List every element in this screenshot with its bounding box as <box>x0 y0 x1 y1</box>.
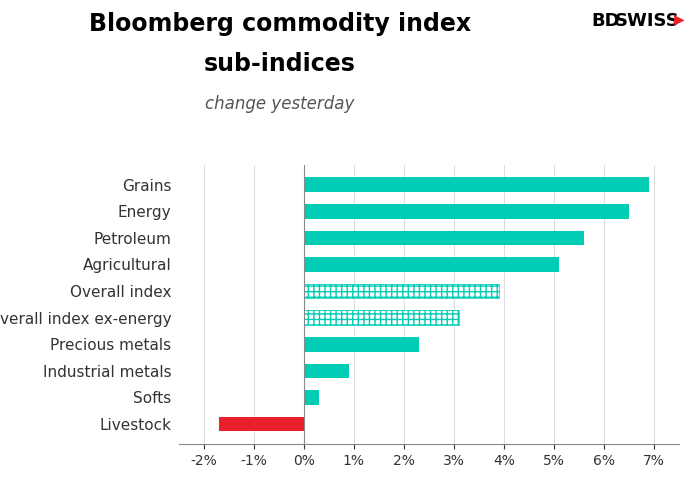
Bar <box>304 284 499 298</box>
Text: change yesterday: change yesterday <box>205 95 355 113</box>
Bar <box>304 390 318 405</box>
Bar <box>304 364 349 378</box>
Text: Bloomberg commodity index: Bloomberg commodity index <box>89 12 471 36</box>
Bar <box>304 231 584 245</box>
Text: ▶: ▶ <box>674 12 685 26</box>
Bar <box>304 310 458 325</box>
Bar <box>304 177 649 192</box>
Text: BD: BD <box>592 12 620 30</box>
Bar <box>304 257 559 272</box>
Text: SWISS: SWISS <box>615 12 679 30</box>
Bar <box>218 417 304 432</box>
Bar <box>304 310 458 325</box>
Text: sub-indices: sub-indices <box>204 52 356 76</box>
Bar <box>304 204 629 219</box>
Bar <box>304 337 419 352</box>
Bar <box>304 284 499 298</box>
